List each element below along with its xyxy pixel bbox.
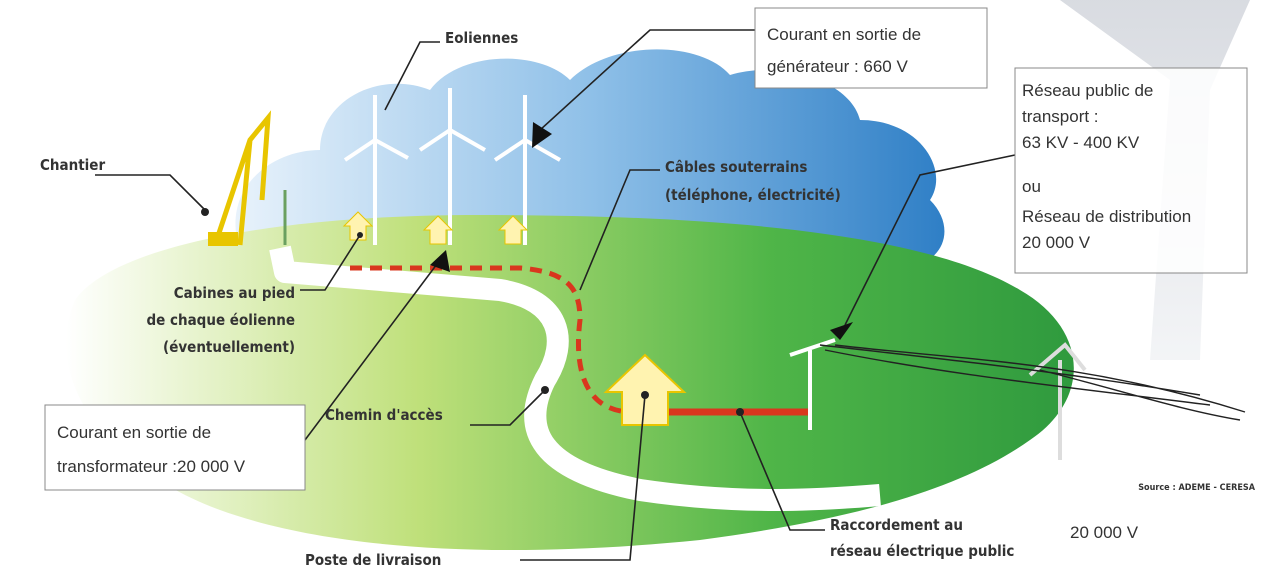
box-text: Réseau de distribution: [1022, 207, 1191, 226]
source: Source : ADEME - CERESA: [1138, 483, 1256, 493]
green-hill: [66, 215, 1074, 550]
label: Chemin d'accès: [325, 406, 443, 424]
label: de chaque éolienne: [146, 311, 295, 329]
label: (téléphone, électricité): [665, 186, 841, 204]
box-text: transformateur :20 000 V: [57, 457, 246, 476]
box-text: générateur : 660 V: [767, 57, 908, 76]
box-text: Courant en sortie de: [767, 25, 921, 44]
box-text: Réseau public de: [1022, 81, 1153, 100]
callout-box: [755, 8, 987, 88]
box-text: 20 000 V: [1022, 233, 1091, 252]
label: Cabines au pied: [174, 284, 295, 302]
callout-box: [45, 405, 305, 490]
label: Poste de livraison: [305, 551, 441, 569]
diagram: Eoliennes Chantier Câbles souterrains (t…: [0, 0, 1264, 574]
label: Câbles souterrains: [665, 158, 807, 176]
label: 20 000 V: [1070, 523, 1139, 542]
label: (éventuellement): [163, 338, 295, 356]
label: réseau électrique public: [830, 542, 1014, 560]
box-text: ou: [1022, 177, 1041, 196]
box-text: transport :: [1022, 107, 1099, 126]
box-text: 63 KV - 400 KV: [1022, 133, 1140, 152]
box-text: Courant en sortie de: [57, 423, 211, 442]
label: Chantier: [40, 156, 105, 174]
label: Raccordement au: [830, 516, 963, 534]
label: Eoliennes: [445, 29, 518, 47]
